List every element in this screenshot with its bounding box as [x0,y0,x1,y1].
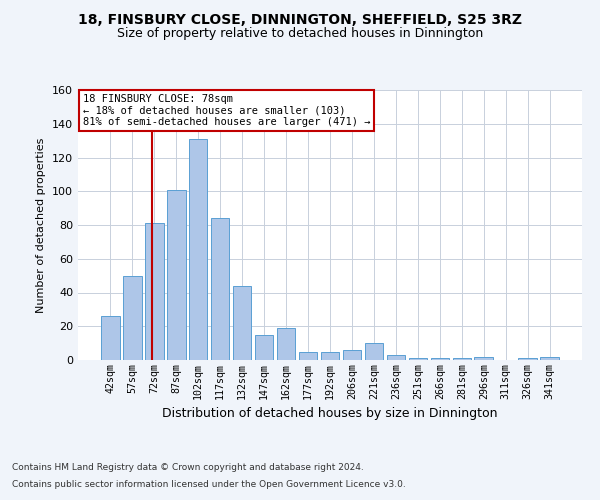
Bar [343,350,361,360]
Bar [541,356,559,360]
Bar [365,343,383,360]
Bar [409,358,427,360]
Bar [189,139,208,360]
X-axis label: Distribution of detached houses by size in Dinnington: Distribution of detached houses by size … [162,407,498,420]
Bar [277,328,295,360]
Bar [255,334,274,360]
Text: Contains HM Land Registry data © Crown copyright and database right 2024.: Contains HM Land Registry data © Crown c… [12,464,364,472]
Bar [320,352,340,360]
Bar [145,224,164,360]
Bar [431,358,449,360]
Text: Contains public sector information licensed under the Open Government Licence v3: Contains public sector information licen… [12,480,406,489]
Bar [123,276,142,360]
Text: 18 FINSBURY CLOSE: 78sqm
← 18% of detached houses are smaller (103)
81% of semi-: 18 FINSBURY CLOSE: 78sqm ← 18% of detach… [83,94,371,127]
Bar [386,355,405,360]
Text: 18, FINSBURY CLOSE, DINNINGTON, SHEFFIELD, S25 3RZ: 18, FINSBURY CLOSE, DINNINGTON, SHEFFIEL… [78,12,522,26]
Bar [211,218,229,360]
Bar [299,352,317,360]
Bar [167,190,185,360]
Bar [518,358,537,360]
Y-axis label: Number of detached properties: Number of detached properties [37,138,46,312]
Bar [452,358,471,360]
Bar [101,316,119,360]
Text: Size of property relative to detached houses in Dinnington: Size of property relative to detached ho… [117,28,483,40]
Bar [475,356,493,360]
Bar [233,286,251,360]
